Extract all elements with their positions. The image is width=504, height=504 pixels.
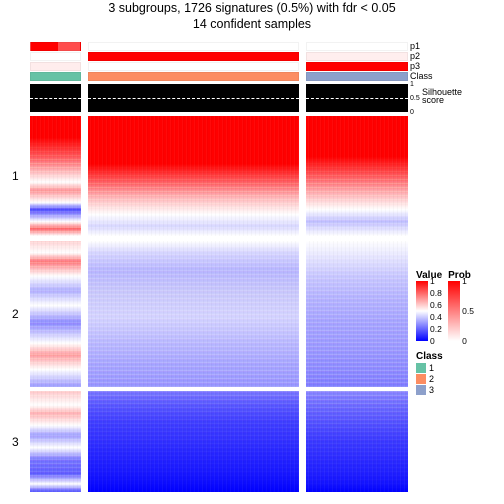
annot-p3-g2: [88, 62, 300, 71]
legend-tick: 0.5: [462, 307, 474, 316]
heatmap-block-1-g3: [306, 116, 408, 236]
annot-p1-g1: [30, 42, 81, 51]
annot-p2-g2: [88, 52, 300, 61]
legend-tick: 0.2: [430, 325, 442, 334]
legend-title: Prob: [448, 270, 471, 281]
track-label-p3: p3: [410, 61, 420, 71]
heatmap-block-3-g1: [30, 391, 81, 492]
legend-tick: 1: [430, 277, 435, 286]
silhouette-tick: 0: [410, 109, 414, 116]
annot-Class-g3: [306, 72, 408, 81]
heatmap-block-1-g1: [30, 116, 81, 236]
legend-title-class: Class: [416, 351, 500, 362]
silhouette-g1: [30, 84, 81, 112]
column-group-3: [306, 42, 408, 492]
track-label-p2: p2: [410, 51, 420, 61]
silhouette-tick: 1: [410, 81, 414, 88]
silhouette-label: Silhouettescore: [422, 88, 462, 104]
class-label: 2: [429, 374, 434, 384]
legend-tick: 0.8: [430, 289, 442, 298]
legend-gradient: [416, 281, 428, 341]
row-block-label-2: 2: [12, 307, 19, 321]
track-label-Class: Class: [410, 71, 433, 81]
heatmap-block-2-g2: [88, 241, 300, 387]
annot-p3-g1: [30, 62, 81, 71]
legend-area: Value10.80.60.40.20Prob10.50Class123: [416, 270, 500, 396]
heatmap-block-2-g1: [30, 241, 81, 387]
title-line-2: 14 confident samples: [0, 16, 504, 32]
class-item-2: 2: [416, 374, 500, 384]
annot-Class-g1: [30, 72, 81, 81]
legend-tick: 1: [462, 277, 467, 286]
silhouette-tick: 0.5: [410, 95, 420, 102]
annot-p2-g1: [30, 52, 81, 61]
plot-area: 123: [30, 42, 408, 492]
title-line-1: 3 subgroups, 1726 signatures (0.5%) with…: [0, 0, 504, 16]
swatch: [416, 363, 426, 373]
heatmap-block-1-g2: [88, 116, 300, 236]
class-label: 3: [429, 385, 434, 395]
annot-p3-g3: [306, 62, 408, 71]
swatch: [416, 374, 426, 384]
silhouette-g3: [306, 84, 408, 112]
annot-Class-g2: [88, 72, 300, 81]
column-group-1: [30, 42, 81, 492]
column-group-2: [88, 42, 300, 492]
chart-title: 3 subgroups, 1726 signatures (0.5%) with…: [0, 0, 504, 33]
legend-tick: 0: [462, 337, 467, 346]
annot-p1-g2: [88, 42, 300, 51]
heatmap-block-3-g2: [88, 391, 300, 492]
swatch: [416, 385, 426, 395]
legend-gradient: [448, 281, 460, 341]
silhouette-g2: [88, 84, 300, 112]
heatmap-block-2-g3: [306, 241, 408, 387]
class-item-1: 1: [416, 363, 500, 373]
annot-p2-g3: [306, 52, 408, 61]
track-label-p1: p1: [410, 41, 420, 51]
legend-tick: 0.4: [430, 313, 442, 322]
row-block-label-1: 1: [12, 169, 19, 183]
annot-p1-g3: [306, 42, 408, 51]
legend-tick: 0.6: [430, 301, 442, 310]
class-item-3: 3: [416, 385, 500, 395]
row-block-label-3: 3: [12, 435, 19, 449]
heatmap-block-3-g3: [306, 391, 408, 492]
legend-tick: 0: [430, 337, 435, 346]
class-label: 1: [429, 363, 434, 373]
